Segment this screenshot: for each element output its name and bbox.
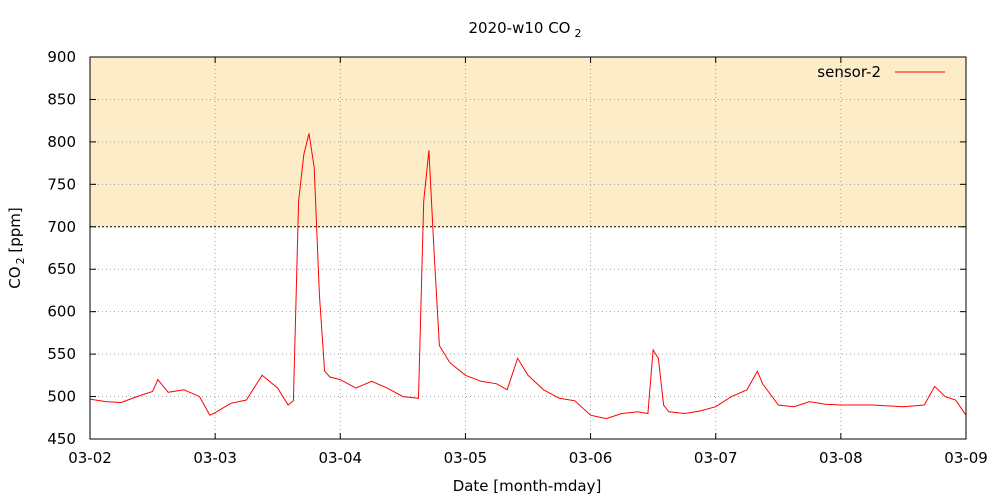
legend-label-sensor-2: sensor-2 (817, 63, 881, 81)
y-tick-label: 750 (47, 175, 76, 193)
y-tick-label: 600 (47, 303, 76, 321)
plot-frame (89, 56, 967, 440)
x-tick-label: 03-08 (819, 449, 863, 467)
y-tick-label: 550 (47, 345, 76, 363)
x-tick-label: 03-02 (68, 449, 112, 467)
series-line-sensor-2 (89, 133, 967, 420)
y-tick-label: 900 (47, 48, 76, 66)
threshold-band (90, 57, 966, 227)
x-tick-label: 03-06 (569, 449, 613, 467)
x-axis-ticks: 03-02 03-03 03-04 03-05 03-06 03-07 03-08 03-09 (68, 57, 988, 467)
x-axis-label: Date [month-mday] (453, 477, 602, 495)
x-tick-label: 03-05 (444, 449, 488, 467)
y-tick-label: 650 (47, 260, 76, 278)
x-tick-label: 03-07 (694, 449, 738, 467)
x-tick-label: 03-03 (193, 449, 237, 467)
y-tick-label: 850 (47, 90, 76, 108)
y-tick-label: 450 (47, 430, 76, 448)
y-tick-label: 700 (47, 218, 76, 236)
x-tick-label: 03-04 (318, 449, 362, 467)
y-axis-label: CO2 [ppm] (6, 207, 27, 288)
legend: sensor-2 (817, 63, 945, 81)
y-tick-label: 800 (47, 133, 76, 151)
y-axis-ticks: 450 500 550 600 650 700 750 800 850 900 (47, 48, 966, 448)
y-tick-label: 500 (47, 388, 76, 406)
chart-title: 2020-w10 CO 2 (469, 19, 582, 40)
x-tick-label: 03-09 (944, 449, 988, 467)
